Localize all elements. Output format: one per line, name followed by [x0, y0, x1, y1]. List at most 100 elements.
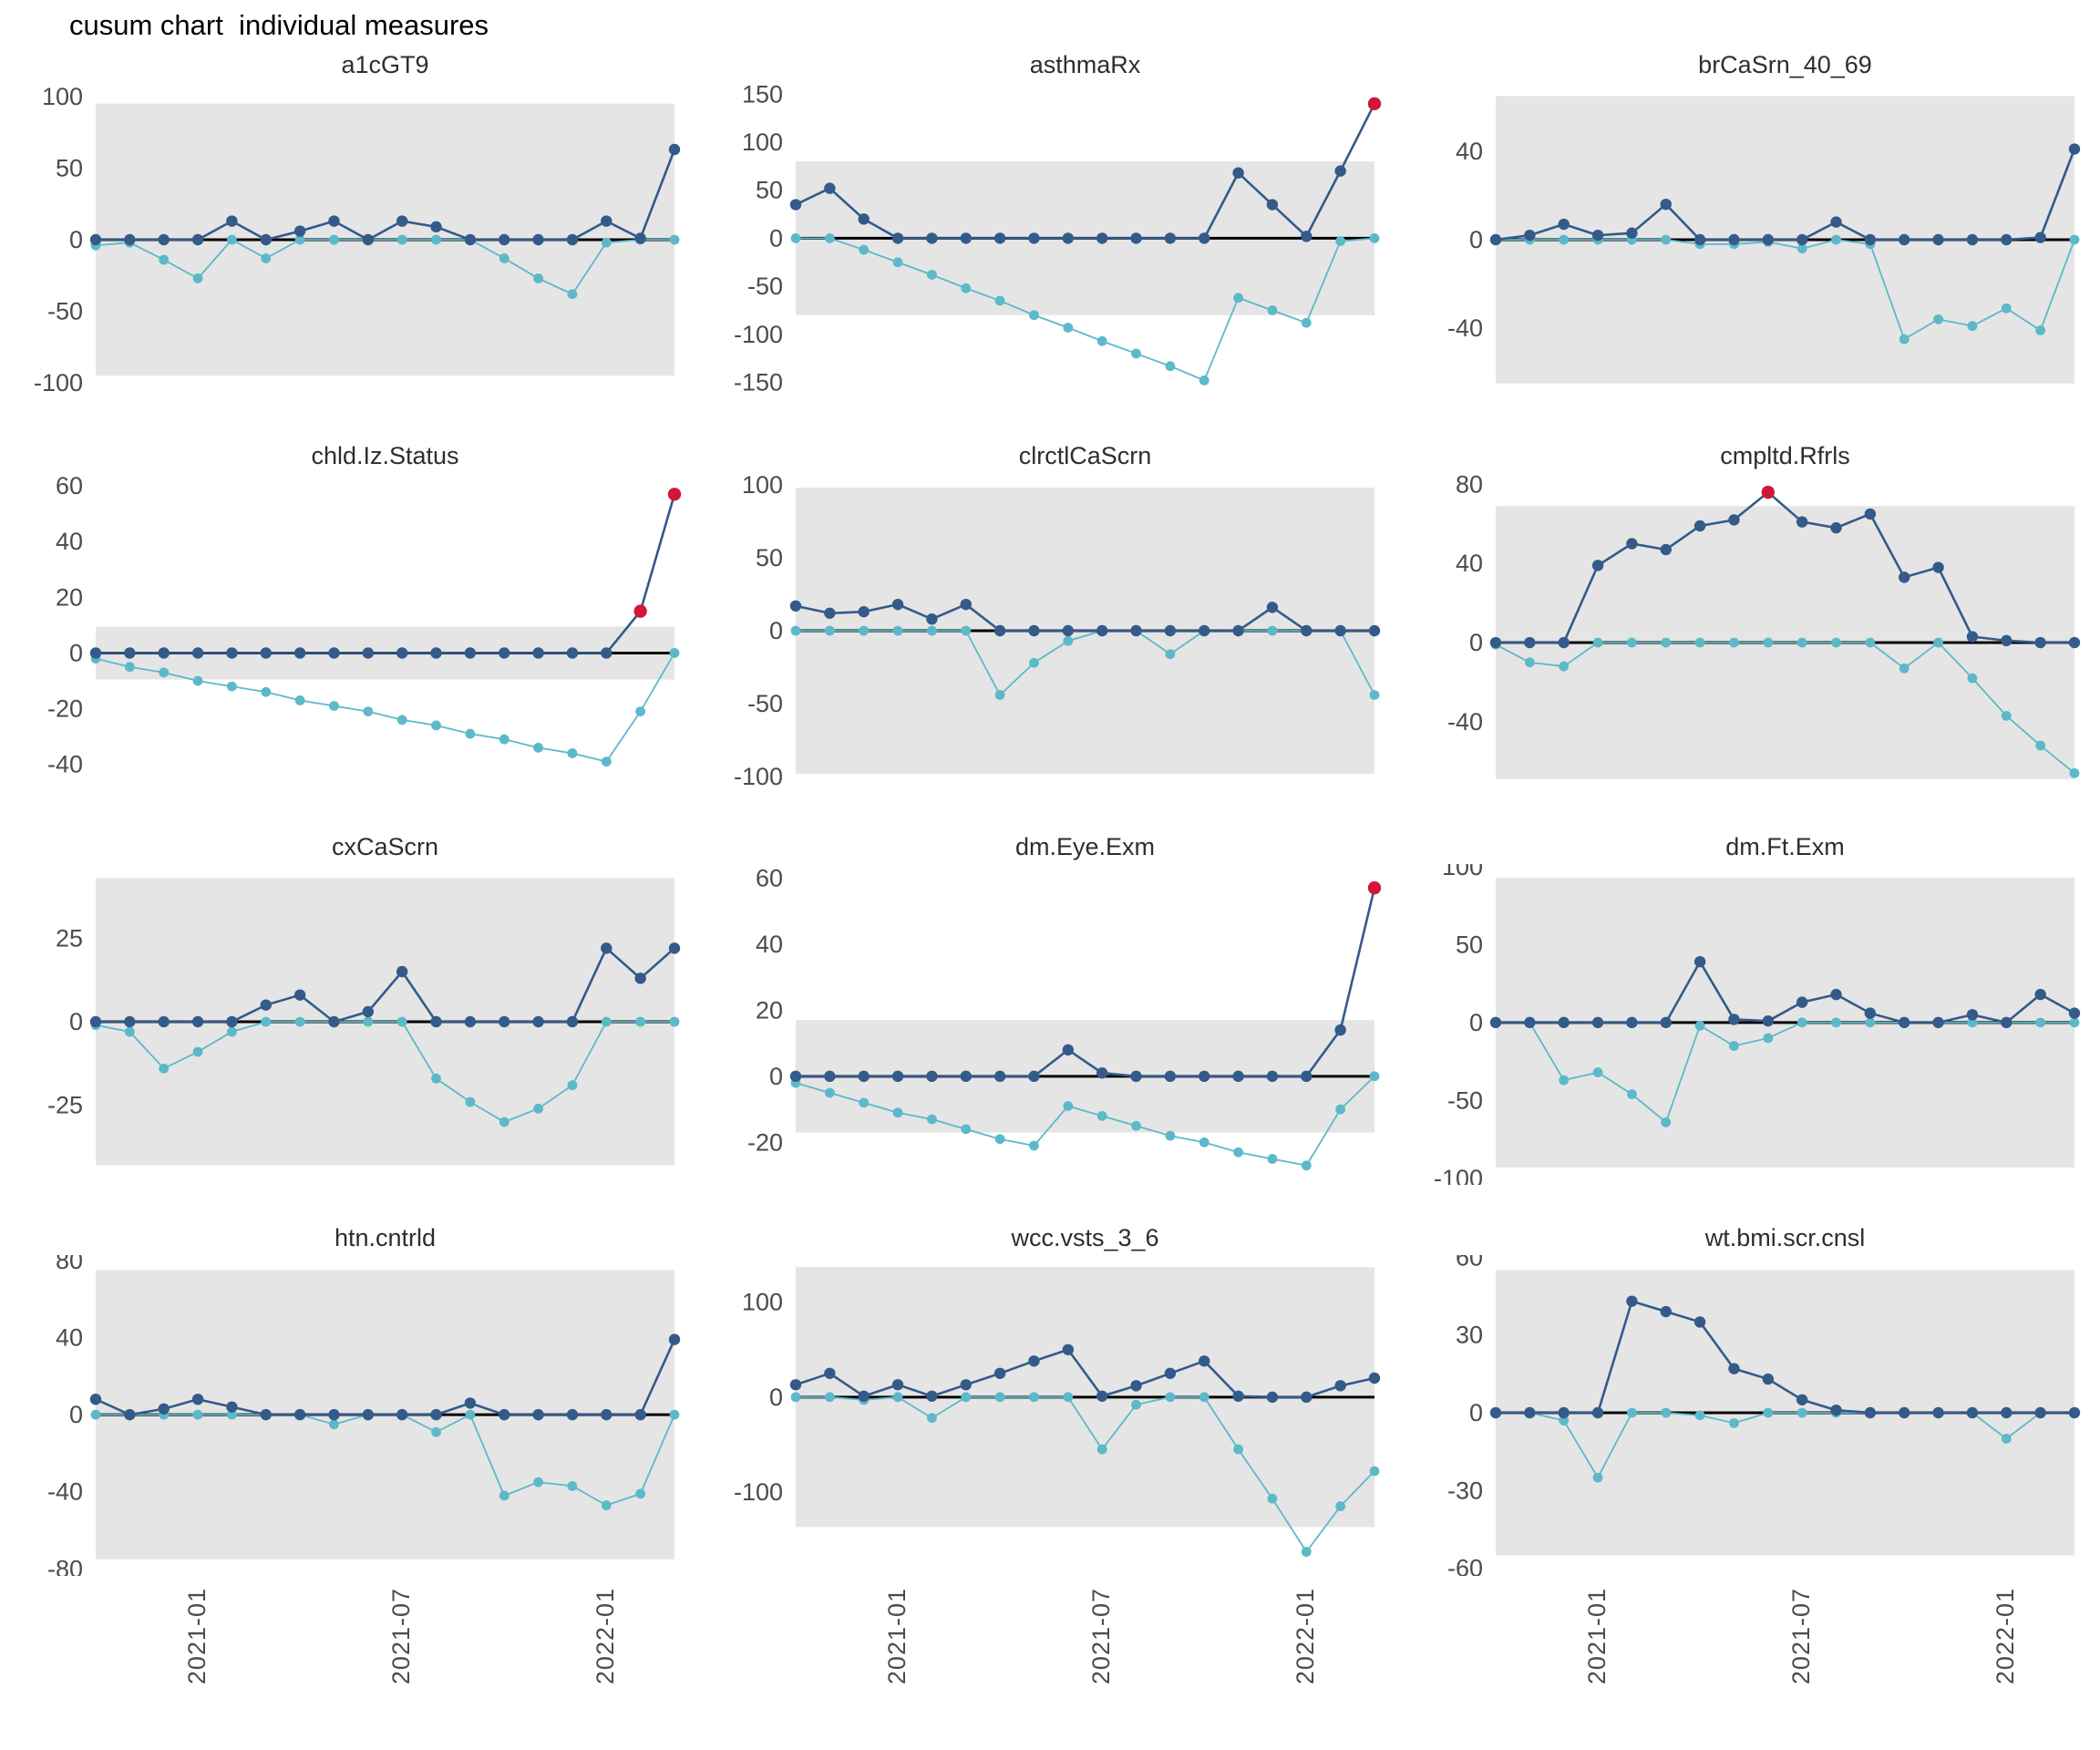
- lower-data-point: [994, 1392, 1005, 1403]
- upper-data-point: [1334, 165, 1346, 177]
- upper-data-point: [1693, 520, 1706, 532]
- upper-data-point: [2034, 636, 2046, 649]
- lower-data-point: [1661, 1117, 1672, 1127]
- upper-data-point: [1728, 1363, 1740, 1374]
- upper-data-point: [1096, 1067, 1108, 1079]
- lower-data-point: [1661, 234, 1672, 245]
- upper-data-point: [499, 233, 510, 246]
- upper-data-point: [993, 624, 1006, 637]
- facet-panel-chld.Iz.Status: 60 40 20 0 -20 -40: [47, 472, 682, 778]
- y-tick-label: -50: [1447, 1086, 1483, 1114]
- lower-series-line: [796, 237, 1375, 382]
- y-tick-label: -40: [1447, 708, 1483, 736]
- upper-data-point: [328, 647, 340, 659]
- lower-data-point: [2035, 1017, 2046, 1028]
- y-tick-label: 0: [769, 617, 783, 644]
- y-tick-label: -25: [47, 1092, 83, 1119]
- y-tick-label: -20: [47, 695, 83, 723]
- upper-data-point: [634, 1408, 646, 1421]
- upper-data-point: [158, 647, 170, 659]
- lower-series-line: [1495, 641, 2075, 775]
- lower-data-point: [1524, 657, 1535, 668]
- x-axis-strip: 2021-01 2021-07 2022-01: [1400, 1580, 2100, 1717]
- upper-data-point: [1028, 1355, 1040, 1367]
- upper-data-point: [2001, 233, 2012, 246]
- upper-data-point: [464, 1015, 477, 1028]
- lower-series-line: [95, 652, 675, 763]
- upper-data-point: [1062, 232, 1075, 244]
- upper-series-line: [1496, 1300, 2074, 1415]
- facet-panel-asthmaRx: 150 100 50 0 -50 -100 -150: [734, 80, 1382, 396]
- lower-data-point: [1131, 1120, 1141, 1131]
- upper-data-point: [1524, 1406, 1536, 1419]
- lower-data-point: [859, 1097, 870, 1108]
- lower-data-point: [567, 1480, 578, 1491]
- upper-data-point: [1966, 1009, 1979, 1021]
- upper-series-line: [795, 1348, 1375, 1399]
- lower-data-point: [294, 234, 305, 245]
- x-tick-label: 2022-01: [592, 1588, 620, 1685]
- upper-data-point: [532, 647, 544, 659]
- upper-series-line: [95, 1339, 676, 1416]
- lower-data-point: [396, 234, 407, 245]
- lower-data-point: [669, 1016, 680, 1027]
- y-tick-label: 80: [56, 1255, 83, 1274]
- lower-data-point: [1233, 1147, 1243, 1158]
- lower-data-point: [499, 1117, 510, 1127]
- upper-data-point: [430, 221, 442, 233]
- y-tick-label: -20: [747, 1128, 783, 1156]
- lower-data-point: [567, 289, 578, 300]
- upper-data-point: [1796, 1394, 1808, 1405]
- lower-data-point: [499, 253, 510, 263]
- upper-data-point: [1796, 516, 1808, 528]
- panel-title: a1cGT9: [341, 51, 429, 78]
- panel-title: cmpltd.Rfrls: [1720, 442, 1850, 469]
- upper-data-point: [1591, 1016, 1604, 1029]
- upper-data-point: [226, 1401, 238, 1413]
- upper-data-point: [1966, 233, 1979, 246]
- lower-data-point: [1865, 1017, 1876, 1028]
- upper-data-point: [960, 598, 972, 611]
- y-tick-label: 50: [56, 154, 83, 181]
- lower-data-point: [499, 734, 510, 745]
- upper-data-point: [824, 1367, 836, 1379]
- upper-data-point: [1932, 233, 1944, 246]
- lower-series-line: [796, 630, 1375, 696]
- lower-data-point: [1301, 1547, 1312, 1557]
- lower-data-point: [1165, 1392, 1176, 1403]
- upper-data-point: [1864, 1406, 1877, 1419]
- lower-data-point: [1763, 1407, 1774, 1418]
- lower-data-point: [961, 283, 972, 293]
- y-tick-label: 0: [69, 639, 83, 666]
- upper-data-point: [1660, 198, 1672, 211]
- y-tick-label: 100: [742, 1289, 783, 1316]
- upper-data-point: [1164, 1070, 1177, 1083]
- y-tick-label: 0: [1469, 1399, 1483, 1426]
- y-tick-label: -100: [34, 369, 83, 396]
- lower-data-point: [261, 253, 272, 263]
- upper-data-point: [1591, 1406, 1604, 1419]
- y-tick-label: 150: [742, 82, 783, 108]
- facet-cell-asthmaRx: asthmaRx 150 100 50 0 -50 -100 -150: [700, 51, 1400, 407]
- y-tick-label: 0: [69, 1008, 83, 1035]
- upper-data-point: [89, 233, 102, 246]
- lower-data-point: [669, 234, 680, 245]
- lower-data-point: [124, 1026, 135, 1037]
- lower-data-point: [2069, 234, 2080, 245]
- upper-data-point: [858, 1390, 870, 1402]
- facet-cell-chld.Iz.Status: chld.Iz.Status 60 40 20 0 -20 -40: [0, 442, 700, 798]
- lower-data-point: [1029, 1392, 1039, 1403]
- lower-data-point: [1592, 1067, 1603, 1077]
- lower-data-point: [1796, 1017, 1807, 1028]
- lower-data-point: [2035, 325, 2046, 335]
- lower-data-point: [1763, 637, 1774, 648]
- upper-data-point: [601, 1408, 612, 1421]
- lower-data-point: [1131, 348, 1141, 359]
- lower-data-point: [431, 1073, 441, 1084]
- lower-data-point: [1096, 1444, 1107, 1455]
- y-tick-label: 40: [1456, 550, 1483, 577]
- upper-data-point: [1266, 1070, 1279, 1083]
- y-tick-label: -60: [1447, 1555, 1483, 1576]
- facet-cell-htn.cntrld: htn.cntrld 80 40 0 -40 -80 2021-01 2021-07 2022-…: [0, 1224, 700, 1717]
- upper-data-point: [960, 1070, 972, 1083]
